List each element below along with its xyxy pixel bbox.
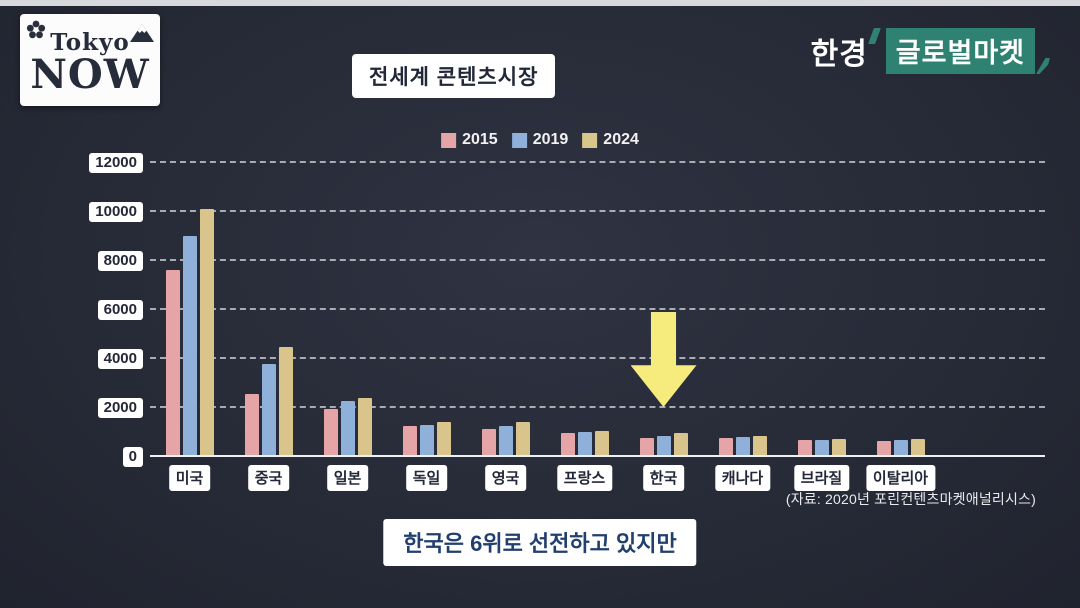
now-logo-text: NOW: [30, 51, 150, 98]
comma-mark: [1036, 58, 1050, 74]
bar-2019: [261, 363, 276, 455]
x-axis-label: 영국: [484, 465, 527, 491]
bar-2019: [893, 440, 908, 455]
legend-item: 2015: [441, 131, 498, 149]
bar-2024: [436, 422, 451, 455]
bar-2024: [673, 433, 688, 455]
legend-swatch: [511, 132, 527, 148]
gridlines: [150, 161, 1045, 457]
y-tick-label: 12000: [89, 153, 143, 173]
gridline: [150, 259, 1045, 261]
gridline: [150, 357, 1045, 359]
bar-2024: [594, 430, 609, 455]
bar-2019: [340, 401, 355, 455]
bar-group: [150, 163, 229, 455]
top-strip: [0, 0, 1080, 6]
y-tick-label: 2000: [97, 398, 143, 418]
y-tick-label: 8000: [97, 251, 143, 271]
mount-fuji-icon: [130, 24, 154, 42]
bar-2015: [481, 429, 496, 455]
y-tick-label: 10000: [89, 202, 143, 222]
source-note: (자료: 2020년 포린컨텐츠마켓애널리시스): [785, 491, 1036, 507]
hankyung-text: 한경: [810, 38, 868, 71]
bar-2015: [244, 394, 259, 455]
x-axis-label: 프랑스: [556, 465, 613, 491]
bar-2015: [718, 437, 733, 455]
x-labels: 미국 중국 일본 독일 영국 프랑스 한국 캐나다 브라질 이탈리아: [150, 465, 940, 491]
bar-2019: [735, 436, 750, 455]
bar-2024: [278, 346, 293, 455]
x-axis-label: 이탈리아: [865, 465, 936, 491]
bar-group: [229, 163, 308, 455]
y-tick-label: 6000: [97, 300, 143, 320]
bar-group: [861, 163, 940, 455]
bar-group: [624, 163, 703, 455]
bar-2024: [831, 439, 846, 455]
bar-2024: [910, 439, 925, 455]
x-axis-label: 독일: [405, 465, 448, 491]
tokyo-logo-text: Tokyo: [50, 29, 130, 56]
x-axis-label: 미국: [168, 465, 211, 491]
bar-2024: [199, 209, 214, 455]
bar-2024: [357, 397, 372, 455]
y-tick-label: 0: [122, 447, 143, 467]
bar-group: [387, 163, 466, 455]
x-axis-label: 한국: [642, 465, 685, 491]
legend-label: 2019: [532, 131, 569, 148]
y-tick-label: 4000: [97, 349, 143, 369]
plot-area: [150, 161, 1045, 457]
legend-swatch: [582, 132, 598, 148]
bar-2015: [560, 433, 575, 455]
chart-title: 전세계 콘텐츠시장: [352, 54, 556, 98]
globalmarket-badge: 글로벌마켓: [885, 28, 1035, 74]
legend-label: 2024: [603, 131, 639, 148]
gridline: [150, 210, 1045, 212]
bar-2019: [656, 435, 671, 455]
apostrophe-mark: [867, 28, 881, 44]
legend-swatch: [441, 132, 457, 148]
bar-2015: [639, 437, 654, 455]
bar-group: [308, 163, 387, 455]
bar-group: [466, 163, 545, 455]
bar-2019: [419, 424, 434, 455]
bar-2015: [323, 408, 338, 455]
x-axis-label: 일본: [326, 465, 369, 491]
gridline: [150, 406, 1045, 408]
y-axis: 0 2000 4000 6000 8000 10000 12000: [0, 153, 147, 467]
x-axis-label: 중국: [247, 465, 290, 491]
bar-group: [782, 163, 861, 455]
x-axis-label: 브라질: [793, 465, 850, 491]
x-axis-label: 캐나다: [714, 465, 771, 491]
bar-2024: [515, 422, 530, 455]
legend-item: 2019: [511, 131, 569, 149]
tokyo-now-logo: Tokyo NOW: [20, 14, 160, 106]
gridline: [150, 308, 1045, 310]
bar-2015: [165, 270, 180, 455]
cherry-blossom-icon: [26, 20, 46, 39]
x-axis-baseline: [150, 455, 1045, 457]
bar-2024: [752, 435, 767, 455]
bar-2019: [182, 236, 197, 455]
bar-2019: [498, 425, 513, 455]
bar-group: [703, 163, 782, 455]
bar-2019: [814, 439, 829, 455]
bar-2015: [402, 425, 417, 455]
bar-group: [545, 163, 624, 455]
gridline: [150, 161, 1045, 163]
legend: 2015 2019 2024: [441, 131, 639, 149]
bar-2019: [577, 431, 592, 455]
legend-label: 2015: [462, 131, 498, 148]
bars-area: [150, 163, 940, 455]
bar-2015: [876, 440, 891, 455]
bar-2015: [797, 440, 812, 455]
caption-subtitle: 한국은 6위로 선전하고 있지만: [383, 519, 697, 566]
hankyung-globalmarket-logo: 한경 글로벌마켓: [811, 28, 1048, 74]
legend-item: 2024: [582, 131, 639, 149]
